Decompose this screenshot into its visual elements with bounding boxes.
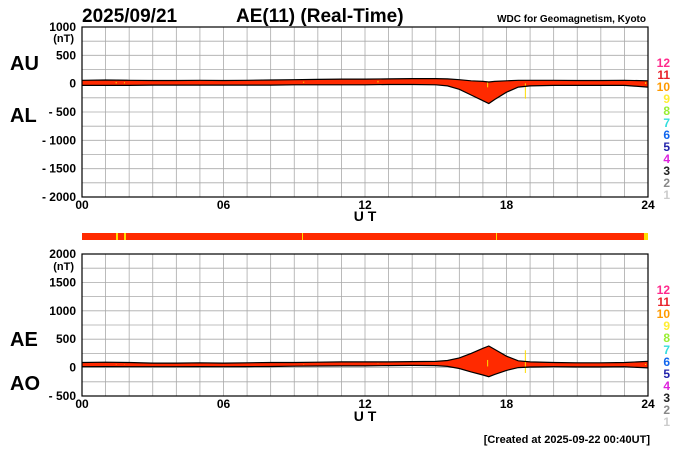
created-timestamp: [Created at 2025-09-22 00:40UT] — [484, 434, 651, 446]
plot-frame — [81, 26, 649, 198]
legend-entry: 6 — [663, 128, 670, 142]
y-tick-label: 1000 — [49, 20, 76, 34]
legend-entry: 6 — [663, 355, 670, 369]
unit-label-2: (nT) — [53, 261, 74, 273]
x-tick-label: 00 — [75, 198, 89, 212]
legend-entry: 3 — [663, 164, 670, 178]
legend-entry: 9 — [663, 92, 670, 106]
legend-entry: 9 — [663, 319, 670, 333]
legend-entry: 2 — [663, 176, 670, 190]
legend-entry: 11 — [657, 68, 670, 82]
series-line-ao — [81, 364, 649, 378]
legend-entry: 11 — [657, 295, 670, 309]
ae-series-label: AE — [10, 329, 38, 351]
activity-strip — [82, 233, 648, 240]
institution-label: WDC for Geomagnetism, Kyoto — [497, 14, 646, 25]
y-tick-label: - 500 — [49, 389, 77, 403]
x-tick-label: 12 — [358, 397, 372, 411]
al-series-label: AL — [10, 105, 37, 127]
plot-frame — [81, 253, 649, 397]
x-axis-label-2: U T — [354, 408, 377, 424]
y-tick-label: - 2000 — [42, 190, 76, 204]
legend-entry: 10 — [657, 307, 671, 321]
activity-strip-mark — [116, 233, 118, 240]
legend-entry: 12 — [657, 56, 671, 70]
x-tick-label: 24 — [641, 198, 655, 212]
legend-entry: 8 — [663, 331, 670, 345]
y-tick-label: - 1000 — [42, 133, 76, 147]
series-line-al — [82, 83, 649, 105]
x-tick-label: 06 — [217, 397, 231, 411]
legend-entry: 8 — [663, 104, 670, 118]
legend-entry: 12 — [657, 283, 671, 297]
y-tick-label: - 500 — [49, 105, 77, 119]
au-series-label: AU — [10, 53, 39, 75]
legend-entry: 7 — [663, 116, 670, 130]
legend-entry: 7 — [663, 343, 670, 357]
legend-entry: 5 — [663, 367, 670, 381]
legend-entry: 5 — [663, 140, 670, 154]
series-line-au — [81, 78, 649, 83]
legend-entry: 3 — [663, 391, 670, 405]
x-tick-label: 24 — [641, 397, 655, 411]
x-tick-label: 00 — [75, 397, 89, 411]
y-tick-label: 0 — [69, 361, 76, 375]
x-tick-label: 18 — [500, 397, 514, 411]
x-tick-label: 18 — [500, 198, 514, 212]
y-tick-label: 0 — [69, 77, 76, 91]
legend-entry: 4 — [663, 379, 670, 393]
legend-entry: 4 — [663, 152, 670, 166]
y-tick-label: 500 — [56, 332, 76, 346]
ao-series-label: AO — [10, 373, 40, 395]
x-tick-label: 06 — [217, 198, 231, 212]
y-tick-label: 1000 — [49, 304, 76, 318]
legend-entry: 1 — [663, 415, 670, 429]
y-tick-label: - 1500 — [42, 162, 76, 176]
legend-entry: 1 — [663, 188, 670, 202]
x-axis-label-1: U T — [354, 208, 377, 224]
activity-strip-mark — [644, 233, 648, 240]
y-tick-label: 2000 — [49, 247, 76, 261]
x-tick-label: 12 — [358, 198, 372, 212]
activity-strip-mark — [124, 233, 126, 240]
activity-strip-mark — [302, 233, 303, 240]
y-tick-label: 500 — [56, 48, 76, 62]
index-band-fill — [82, 346, 648, 377]
series-line-ae — [81, 345, 649, 364]
chart-title: AE(11) (Real-Time) — [236, 6, 404, 27]
unit-label-1: (nT) — [53, 33, 74, 45]
legend-entry: 10 — [657, 80, 671, 94]
activity-strip-mark — [496, 233, 497, 240]
legend-entry: 2 — [663, 403, 670, 417]
chart-date: 2025/09/21 — [82, 6, 178, 27]
y-tick-label: 1500 — [49, 275, 76, 289]
